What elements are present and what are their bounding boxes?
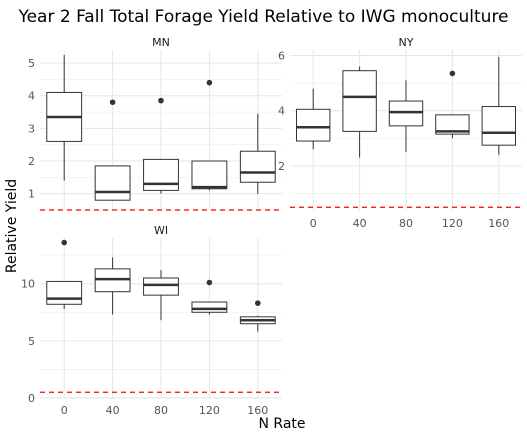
outlier-point xyxy=(61,239,67,246)
outlier-point xyxy=(449,70,456,77)
box-rect xyxy=(191,160,228,190)
box-rect xyxy=(143,277,179,296)
facet-panel-ny: 2 4 6 NY 0 40 80 120 160 xyxy=(278,36,522,230)
box-rect xyxy=(481,106,517,146)
box-wi-0 xyxy=(46,239,83,309)
box-wi-40 xyxy=(94,257,131,315)
outlier-point xyxy=(206,79,213,86)
y-tick-label: 2 xyxy=(28,155,35,168)
box-rect xyxy=(239,150,276,183)
box-rect xyxy=(435,114,470,135)
facet-label: NY xyxy=(399,36,414,49)
y-tick-label: 5 xyxy=(28,335,35,348)
box-ny-80 xyxy=(388,80,424,153)
y-tick-label: 4 xyxy=(28,90,35,103)
box-wi-160 xyxy=(239,300,276,332)
y-tick-label: 3 xyxy=(28,122,35,135)
facet-panel-wi: 0 5 10 WI 0 40 80 120 160 xyxy=(21,224,282,417)
box-mn-160 xyxy=(239,113,276,194)
x-axis-title: N Rate xyxy=(258,416,305,432)
box-rect xyxy=(94,165,131,201)
box-ny-40 xyxy=(342,66,377,158)
facet-panel-mn: 1 2 3 4 5 MN xyxy=(28,36,282,211)
outlier-point xyxy=(109,99,116,106)
y-tick-label: 1 xyxy=(28,188,35,201)
chart-title: Year 2 Fall Total Forage Yield Relative … xyxy=(17,7,508,27)
y-tick-label: 2 xyxy=(278,160,285,173)
box-ny-0 xyxy=(295,88,331,150)
box-mn-120 xyxy=(191,79,228,191)
x-tick-label: 160 xyxy=(488,217,509,230)
panels-layer: 1 2 3 4 5 MN 2 4 6 NY 0 40 80 120 160 0 5 10 WI 0 40 80 120 160 xyxy=(21,36,522,417)
y-tick-label: 4 xyxy=(278,105,285,118)
y-axis-title: Relative Yield xyxy=(4,179,20,273)
box-mn-0 xyxy=(46,54,83,181)
y-tick-label: 10 xyxy=(21,278,35,291)
facet-label: MN xyxy=(152,36,170,49)
facet-label: WI xyxy=(154,224,168,237)
x-tick-label: 120 xyxy=(199,404,220,417)
box-rect xyxy=(46,280,83,305)
box-rect xyxy=(295,108,331,142)
box-mn-80 xyxy=(143,97,179,194)
box-mn-40 xyxy=(94,99,131,201)
x-tick-label: 80 xyxy=(154,404,168,417)
y-tick-label: 0 xyxy=(28,392,35,405)
box-rect xyxy=(388,100,424,127)
y-tick-label: 5 xyxy=(28,57,35,70)
outlier-point xyxy=(206,279,213,286)
outlier-point xyxy=(254,300,261,306)
box-rect xyxy=(342,70,377,132)
outlier-point xyxy=(158,97,164,104)
box-wi-120 xyxy=(191,279,228,315)
box-ny-160 xyxy=(481,56,517,155)
x-tick-label: 160 xyxy=(247,404,268,417)
box-wi-80 xyxy=(143,270,179,321)
box-rect xyxy=(191,301,228,313)
x-tick-label: 80 xyxy=(399,217,413,230)
x-tick-label: 40 xyxy=(106,404,120,417)
x-tick-label: 120 xyxy=(442,217,463,230)
box-rect xyxy=(143,158,179,191)
x-tick-label: 0 xyxy=(61,404,68,417)
x-tick-label: 40 xyxy=(353,217,367,230)
y-tick-label: 6 xyxy=(278,50,285,63)
x-tick-label: 0 xyxy=(310,217,317,230)
box-ny-120 xyxy=(435,70,470,139)
